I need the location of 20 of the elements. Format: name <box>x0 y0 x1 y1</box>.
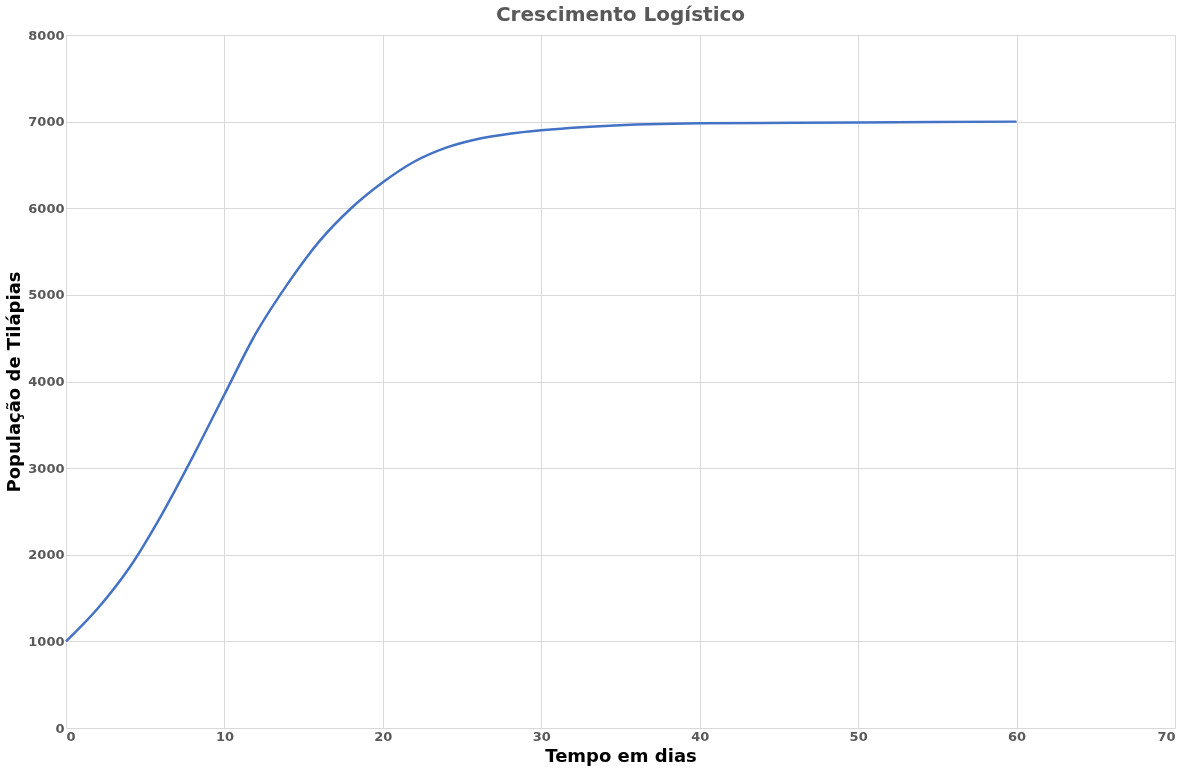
x-tick-label: 20 <box>374 728 393 744</box>
y-tick-label: 6000 <box>28 200 65 216</box>
y-tick-label: 1000 <box>28 633 65 649</box>
x-tick-label: 0 <box>66 728 76 744</box>
x-tick-label: 50 <box>849 728 868 744</box>
y-tick-label: 4000 <box>28 374 65 389</box>
y-tick-label: 8000 <box>28 27 65 43</box>
x-tick-label: 70 <box>1157 728 1176 744</box>
y-tick-label: 2000 <box>28 547 65 563</box>
y-tick-label: 5000 <box>28 287 65 303</box>
y-axis-title: População de Tilápias <box>3 271 25 493</box>
x-tick-label: 60 <box>1008 728 1027 744</box>
chart-title: Crescimento Logístico <box>495 2 746 26</box>
x-tick-label: 10 <box>215 728 234 744</box>
x-tick-label: 30 <box>532 728 551 744</box>
line-series <box>64 120 1018 643</box>
x-tick-label: 40 <box>691 728 710 744</box>
x-axis-title: Tempo em dias <box>545 744 697 766</box>
y-tick-label: 7000 <box>28 114 65 130</box>
y-tick-label: 3000 <box>28 460 65 476</box>
